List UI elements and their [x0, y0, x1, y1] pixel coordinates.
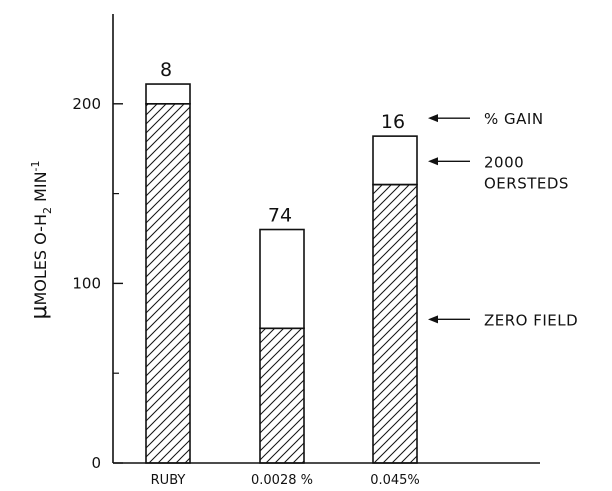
annotation-arrowhead-1 — [428, 157, 438, 166]
bar-gain-label-2: 16 — [381, 111, 405, 133]
y-axis-label-text: μMOLES O-H2 MIN-1 — [27, 160, 54, 319]
bar-zero-field-0 — [145, 103, 191, 464]
y-axis-label-main: MOLES O-H — [31, 214, 50, 306]
y-axis-label-prefix: μ — [27, 306, 52, 320]
annotation-arrowhead-2 — [428, 315, 438, 324]
bar-2000-oersteds-1 — [259, 228, 305, 330]
annotation-label-1-1: OERSTEDS — [484, 174, 569, 192]
y-tick-label-0: 0 — [91, 454, 101, 472]
bar-gain-label-0: 8 — [160, 59, 172, 81]
bar-gain-label-1: 74 — [268, 205, 292, 227]
bar-zero-field-1 — [259, 327, 305, 464]
bar-2000-oersteds-2 — [372, 135, 418, 186]
bar-2000-oersteds-0 — [145, 83, 191, 105]
x-tick-label-0: RUBY — [151, 473, 186, 488]
bar-zero-field-2 — [372, 183, 418, 464]
y-tick-label-100: 100 — [72, 274, 101, 292]
annotations: % GAIN 2000 OERSTEDS ZERO FIELD — [428, 110, 578, 329]
annotation-arrowhead-0 — [428, 114, 438, 123]
y-tick-label-200: 200 — [72, 95, 101, 113]
y-axis-label-sub: 2 — [41, 207, 54, 214]
annotation-label-1-0: 2000 — [484, 153, 524, 171]
x-tick-label-2: 0.045% — [370, 473, 420, 488]
annotation-label-2-0: ZERO FIELD — [484, 311, 578, 329]
y-axis-label-suffix: MIN — [31, 171, 50, 202]
y-axis-label: μMOLES O-H2 MIN-1 — [27, 160, 54, 319]
y-ticks: 0 100 200 — [72, 95, 123, 472]
annotation-label-0-0: % GAIN — [484, 110, 544, 128]
y-axis-label-sup: -1 — [29, 160, 42, 171]
bars: 8 RUBY 74 0.0028 % 16 0.045% — [145, 59, 420, 488]
x-tick-label-1: 0.0028 % — [251, 473, 313, 488]
